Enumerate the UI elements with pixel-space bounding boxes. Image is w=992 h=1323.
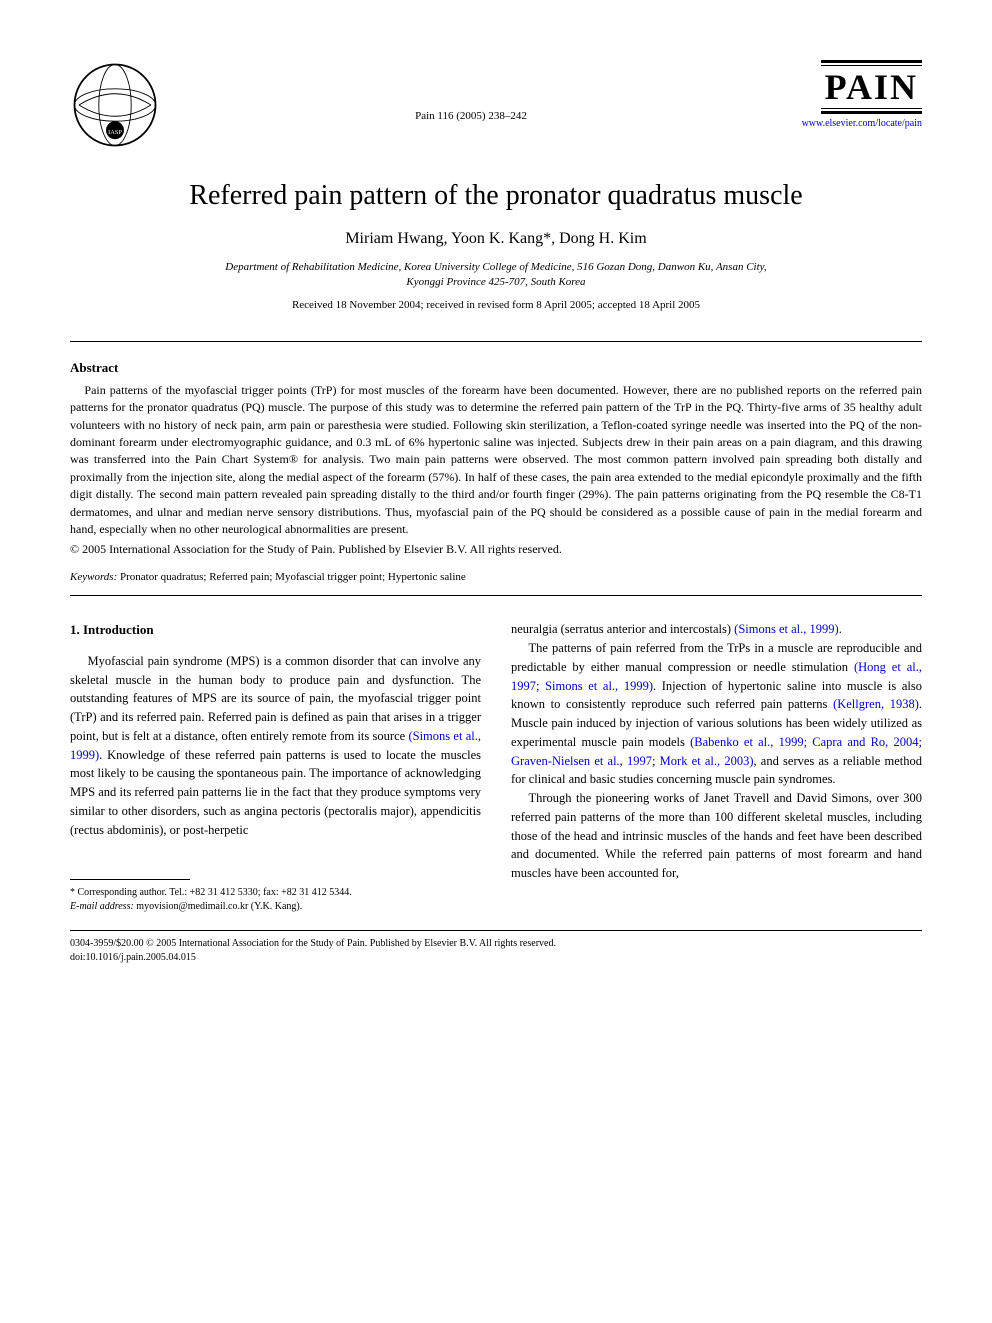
page-header: IASP Pain 116 (2005) 238–242 PAIN www.el…: [70, 60, 922, 150]
corresponding-tel-fax: * Corresponding author. Tel.: +82 31 412…: [70, 886, 481, 900]
intro-paragraph-1: Myofascial pain syndrome (MPS) is a comm…: [70, 652, 481, 840]
email-address: myovision@medimail.co.kr (Y.K. Kang).: [136, 901, 302, 912]
keywords-block: Keywords: Pronator quadratus; Referred p…: [70, 571, 922, 583]
iasp-logo: IASP: [70, 60, 160, 150]
svg-text:IASP: IASP: [108, 129, 122, 136]
keywords-list: Pronator quadratus; Referred pain; Myofa…: [120, 571, 466, 583]
citation-line: Pain 116 (2005) 238–242: [415, 60, 527, 122]
col2-continuation: neuralgia (serratus anterior and interco…: [511, 620, 922, 639]
affiliation: Department of Rehabilitation Medicine, K…: [70, 260, 922, 291]
keywords-label: Keywords:: [70, 571, 117, 583]
col2-paragraph-1: The patterns of pain referred from the T…: [511, 639, 922, 789]
journal-brand: PAIN www.elsevier.com/locate/pain: [782, 60, 922, 129]
article-dates: Received 18 November 2004; received in r…: [70, 299, 922, 311]
footer-rule: [70, 930, 922, 931]
abstract-copyright: © 2005 International Association for the…: [70, 542, 922, 557]
corresponding-author-footnote: * Corresponding author. Tel.: +82 31 412…: [70, 886, 481, 914]
pain-logo-text: PAIN: [821, 65, 922, 109]
col2-paragraph-2: Through the pioneering works of Janet Tr…: [511, 789, 922, 883]
footer-info: 0304-3959/$20.00 © 2005 International As…: [70, 937, 922, 965]
intro-heading: 1. Introduction: [70, 620, 481, 640]
body-columns: 1. Introduction Myofascial pain syndrome…: [70, 620, 922, 914]
pain-logo: PAIN: [821, 60, 922, 114]
affiliation-line-1: Department of Rehabilitation Medicine, K…: [225, 261, 766, 273]
authors-line: Miriam Hwang, Yoon K. Kang*, Dong H. Kim: [70, 230, 922, 248]
footer-copyright: 0304-3959/$20.00 © 2005 International As…: [70, 937, 922, 951]
footnote-separator: [70, 879, 190, 880]
abstract-body: Pain patterns of the myofascial trigger …: [70, 382, 922, 539]
citation-simons-1999-b[interactable]: (Simons et al., 1999): [734, 622, 839, 636]
email-label: E-mail address:: [70, 901, 134, 912]
rule-bottom: [70, 595, 922, 596]
footer-doi: doi:10.1016/j.pain.2005.04.015: [70, 951, 922, 965]
affiliation-line-2: Kyonggi Province 425-707, South Korea: [406, 276, 585, 288]
article-title: Referred pain pattern of the pronator qu…: [70, 180, 922, 212]
citation-kellgren-1938[interactable]: (Kellgren, 1938): [833, 697, 919, 711]
journal-url-link[interactable]: www.elsevier.com/locate/pain: [782, 118, 922, 129]
citation-text: Pain 116 (2005) 238–242: [415, 110, 527, 122]
column-left: 1. Introduction Myofascial pain syndrome…: [70, 620, 481, 914]
column-right: neuralgia (serratus anterior and interco…: [511, 620, 922, 914]
rule-top: [70, 341, 922, 342]
abstract-heading: Abstract: [70, 360, 922, 376]
